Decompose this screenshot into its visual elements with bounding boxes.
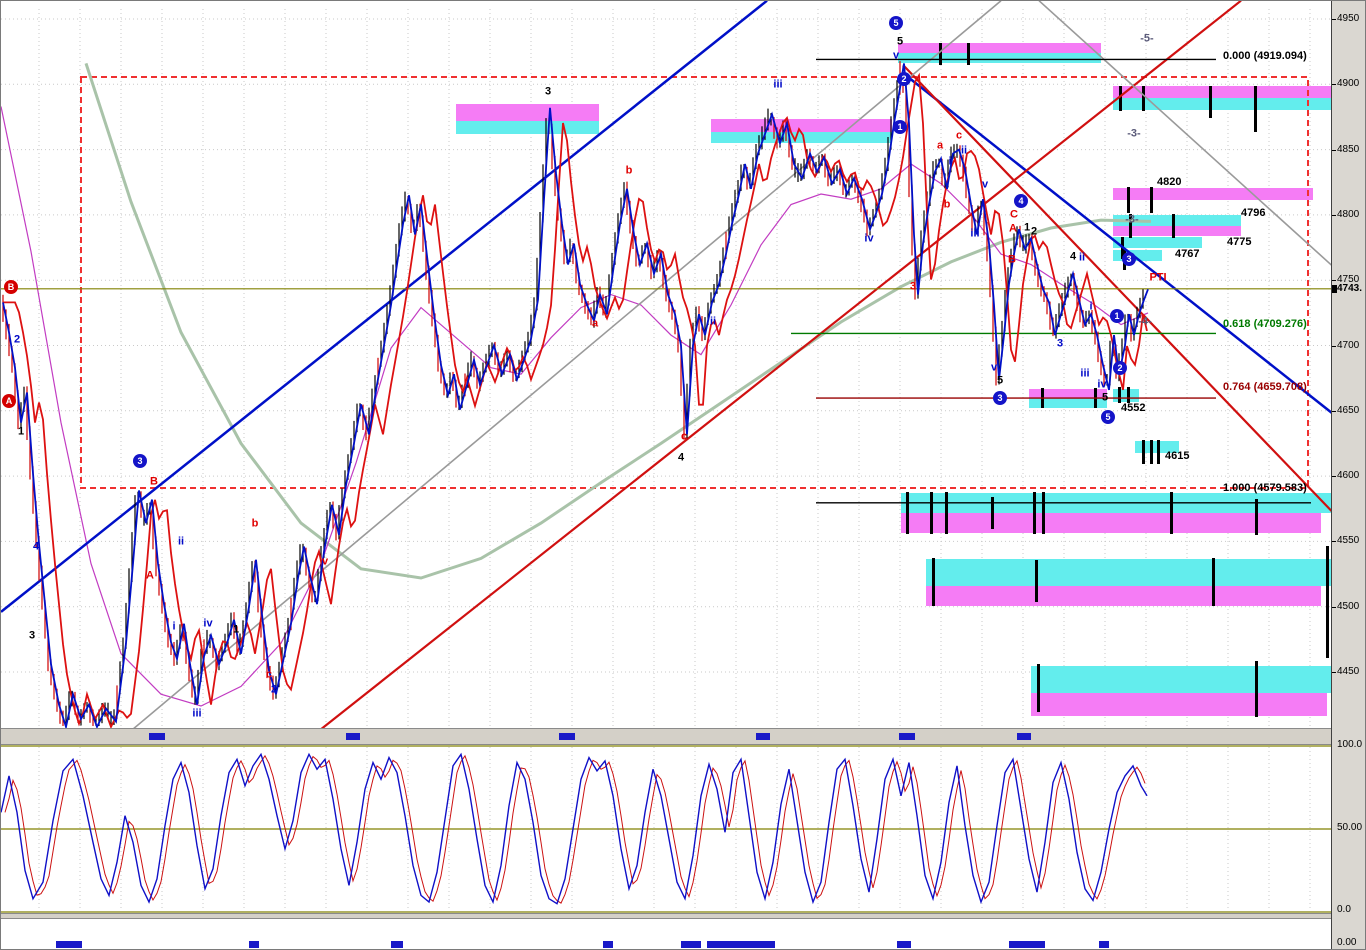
signal-mark [56,941,82,948]
price-chart-canvas [1,1,1331,728]
axis-tick-mark [1332,345,1336,347]
signal-mark [681,941,701,948]
signal-mark [249,941,259,948]
price-axis: 100.0 50.00 0.0 0.00 4743. 4950 4900 4850 4… [1331,1,1365,949]
current-price-marker [1332,284,1337,293]
cycle-mark [559,733,575,740]
axis-tick-mark [1332,476,1336,478]
price-axis-tick: 4850 [1337,143,1360,155]
signal-mark [707,941,775,948]
panel-separator-top [1,728,1365,745]
axis-tick-mark [1332,410,1336,412]
bottom-axis-label: 0.00 [1337,937,1357,948]
cycle-mark [899,733,915,740]
signal-mark [897,941,911,948]
price-axis-tick: 4750 [1337,274,1360,286]
signal-mark [1099,941,1109,948]
axis-tick-mark [1332,606,1336,608]
axis-tick-mark [1332,84,1336,86]
cycle-mark [756,733,770,740]
current-price-label: 4743. [1337,282,1363,294]
axis-tick-mark [1332,280,1336,282]
price-axis-tick: 4450 [1337,666,1360,677]
cycle-mark [149,733,165,740]
elliott-trade-box [80,76,1309,489]
axis-tick-mark [1332,19,1336,20]
ma-fast-blue [2,63,1149,728]
axis-tick-mark [1332,149,1336,151]
signal-mark [1009,941,1045,948]
price-bars [2,61,1144,726]
ma-displaced-red [3,72,1148,728]
axis-tick-mark [1332,541,1336,543]
ma-long-green [84,62,1152,580]
osc-axis-label-50: 50.00 [1337,822,1363,833]
osc-axis-label-0: 0.0 [1337,904,1351,915]
signal-mark [603,941,613,948]
oscillator-canvas [1,745,1331,913]
oscillator-panel[interactable] [1,745,1331,913]
price-axis-tick: 4650 [1337,404,1360,416]
price-axis-tick: 4500 [1337,600,1360,612]
price-axis-tick: 4700 [1337,339,1360,351]
cycle-mark [1017,733,1031,740]
price-axis-tick: 4600 [1337,470,1360,482]
axis-tick-mark [1332,214,1336,216]
osc-grid [1,745,1331,913]
axis-tick-mark [1332,672,1336,673]
signal-mark [391,941,403,948]
panel-separator-bottom [1,913,1365,919]
bottom-indicator-strip[interactable] [1,919,1331,949]
oscillator-blue-line [1,752,1148,905]
oscillator-red-line [4,754,1146,904]
ma-medium-magenta [1,106,1149,707]
osc-axis-label-100: 100.0 [1337,739,1363,750]
mob-zones [456,43,1331,717]
trend-lines [1,1,1331,728]
price-axis-tick: 4800 [1337,208,1360,220]
cycle-mark [346,733,360,740]
price-axis-tick: 4550 [1337,535,1360,547]
price-axis-tick: 4900 [1337,78,1360,90]
price-axis-tick: 4950 [1337,13,1360,24]
